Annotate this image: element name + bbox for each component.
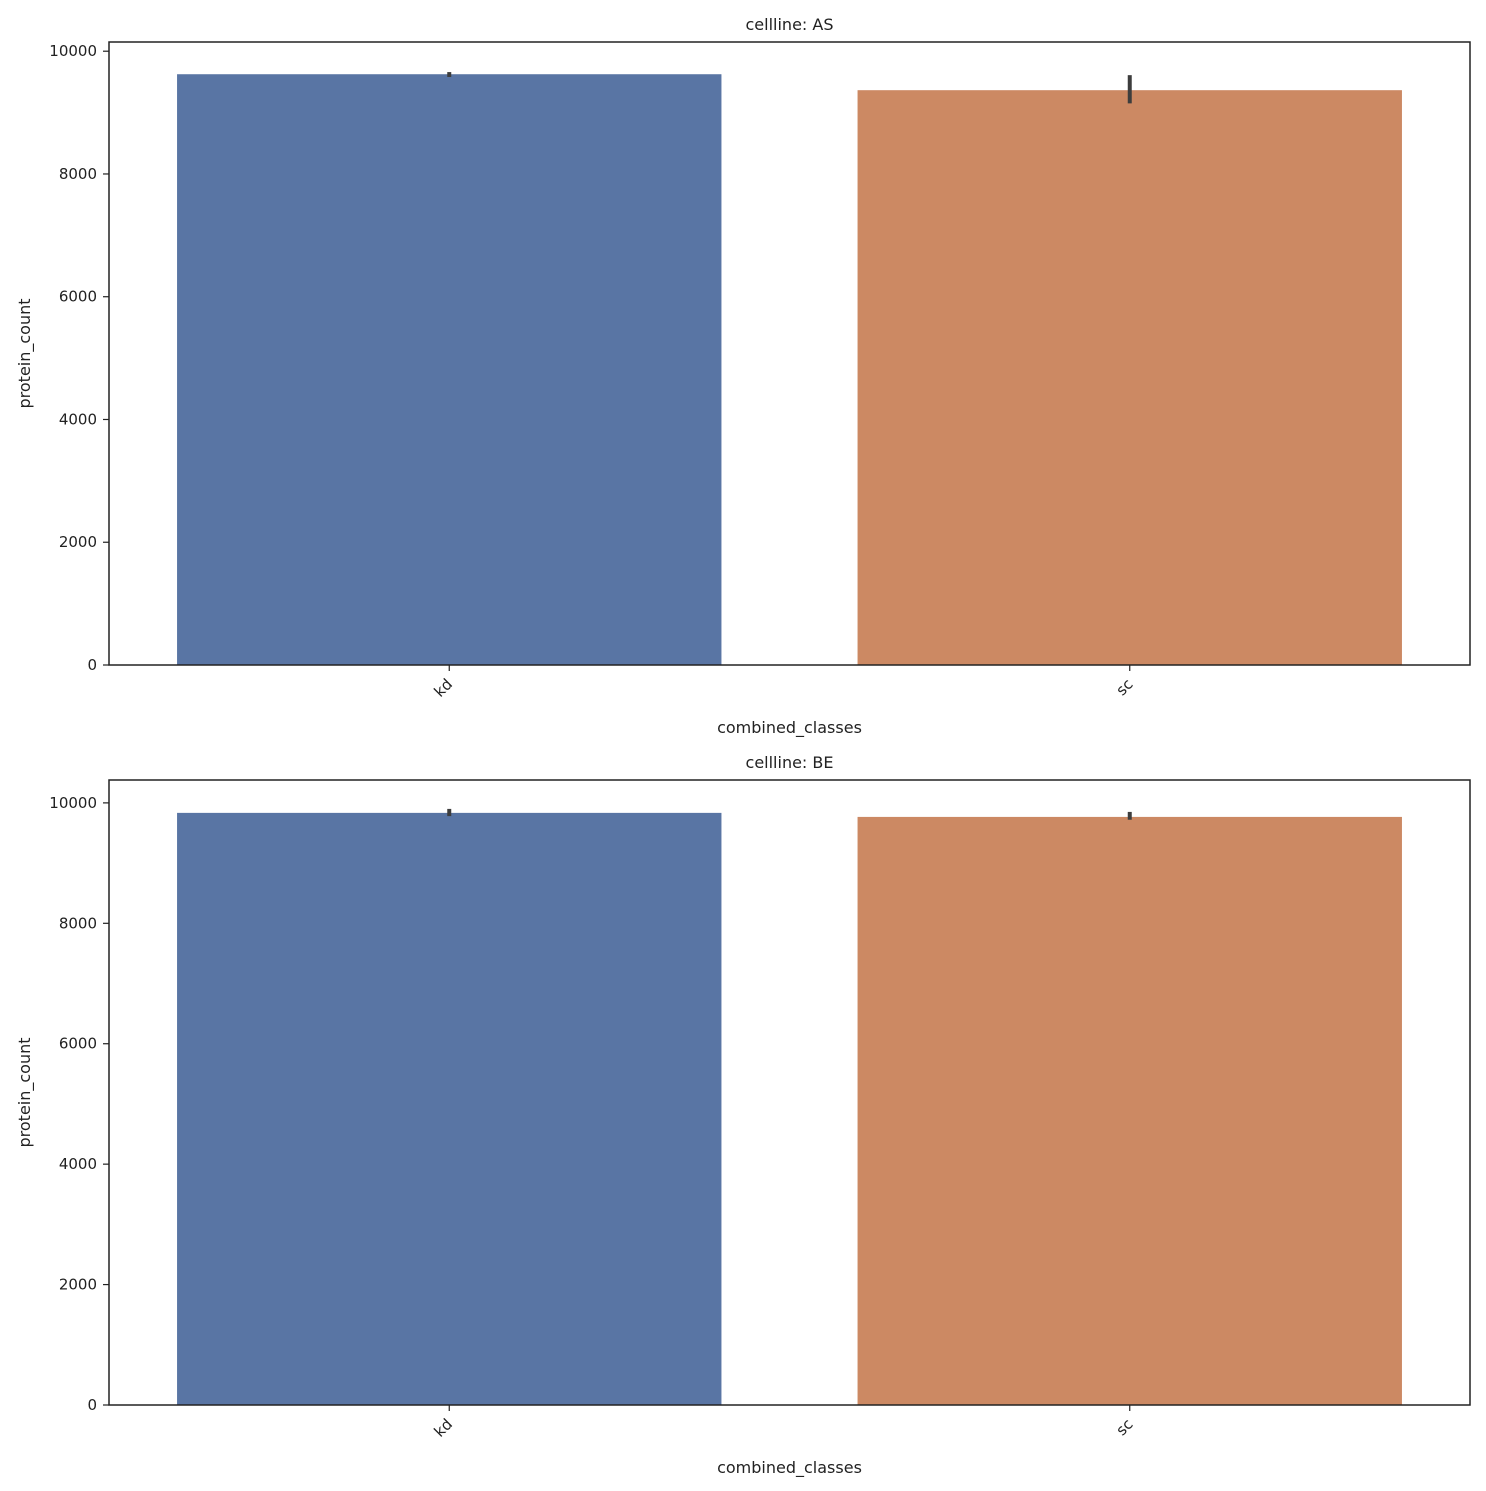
plot-frame <box>108 41 1471 666</box>
y-tick-label: 2000 <box>59 1276 97 1294</box>
y-tick-label: 2000 <box>59 533 97 551</box>
y-tick-label: 4000 <box>59 1155 97 1173</box>
chart-title: cellline: BE <box>746 753 834 772</box>
y-axis-label: protein_count <box>15 1037 35 1147</box>
x-axis-label: combined_classes <box>717 718 862 738</box>
bar <box>177 74 722 666</box>
x-tick-label: kd <box>430 675 456 701</box>
chart-title: cellline: AS <box>746 15 834 34</box>
x-axis-label: combined_classes <box>717 1458 862 1478</box>
x-tick-label: sc <box>1112 675 1136 699</box>
y-tick-label: 0 <box>87 656 97 674</box>
y-tick-label: 0 <box>87 1396 97 1414</box>
bar <box>177 812 722 1405</box>
y-tick-label: 8000 <box>59 165 97 183</box>
y-tick-label: 8000 <box>59 914 97 932</box>
y-tick-label: 6000 <box>59 288 97 306</box>
plot-frame <box>108 779 1471 1406</box>
y-axis-label: protein_count <box>15 298 35 408</box>
y-tick-label: 10000 <box>49 794 97 812</box>
bar <box>857 816 1402 1405</box>
y-tick-label: 6000 <box>59 1035 97 1053</box>
x-tick-label: kd <box>430 1415 456 1441</box>
y-tick-label: 4000 <box>59 410 97 428</box>
x-tick-label: sc <box>1112 1415 1136 1439</box>
bar <box>857 90 1402 666</box>
y-tick-label: 10000 <box>49 42 97 60</box>
